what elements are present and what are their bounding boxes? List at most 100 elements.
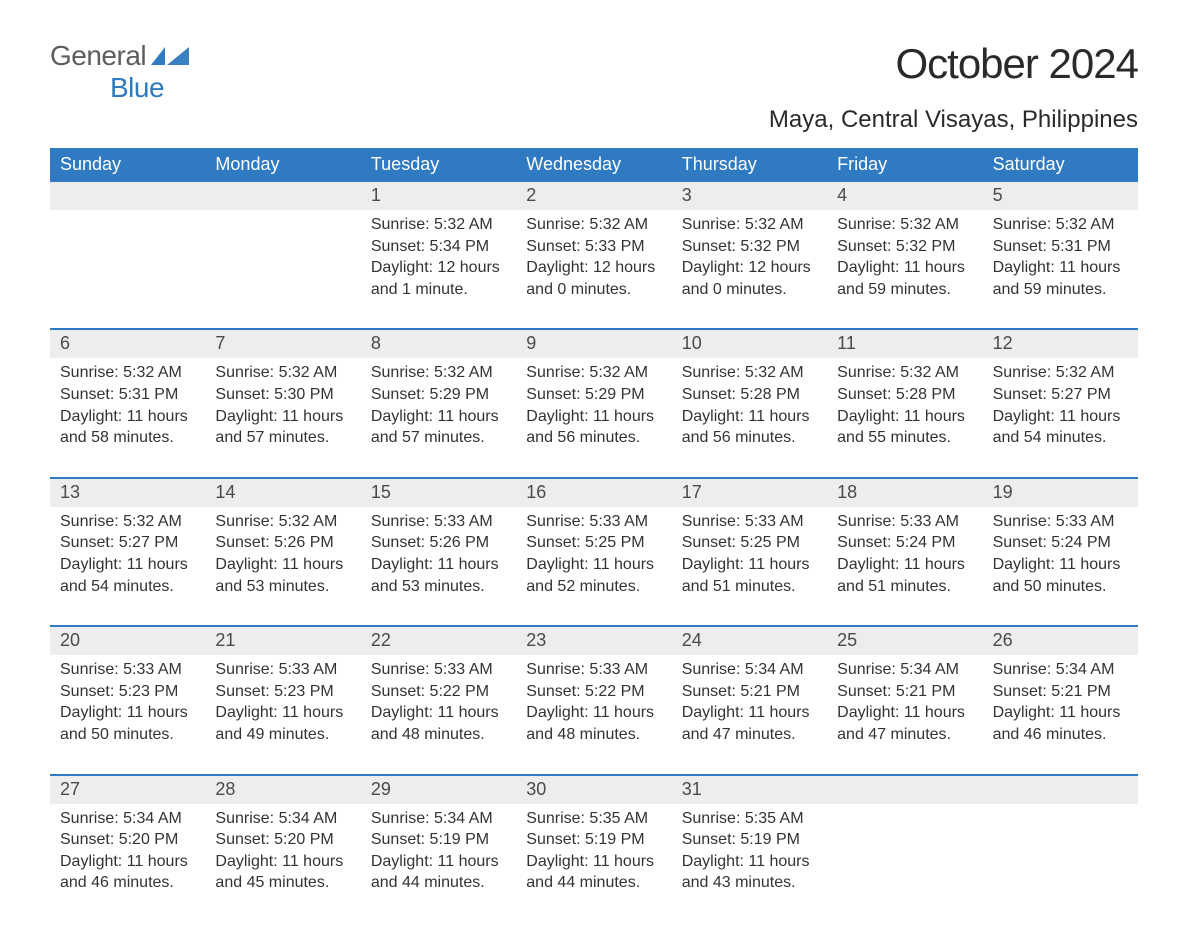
sunrise-text: Sunrise: 5:32 AM <box>993 214 1128 236</box>
day-cell: Sunrise: 5:32 AMSunset: 5:29 PMDaylight:… <box>361 358 516 448</box>
day-cell <box>983 804 1138 894</box>
day-number: 2 <box>516 182 671 210</box>
logo-text-blue: Blue <box>50 72 164 103</box>
day-body-row: Sunrise: 5:32 AMSunset: 5:27 PMDaylight:… <box>50 507 1138 625</box>
day-number: 13 <box>50 479 205 507</box>
sunset-text: Sunset: 5:24 PM <box>837 532 972 554</box>
day-number: 26 <box>983 627 1138 655</box>
day-cell: Sunrise: 5:33 AMSunset: 5:23 PMDaylight:… <box>205 655 360 745</box>
day-number-row: 2728293031 <box>50 776 1138 804</box>
day-number: 4 <box>827 182 982 210</box>
sunset-text: Sunset: 5:27 PM <box>993 384 1128 406</box>
sunset-text: Sunset: 5:28 PM <box>682 384 817 406</box>
daylight-text: Daylight: 11 hours and 43 minutes. <box>682 851 817 894</box>
sunset-text: Sunset: 5:20 PM <box>215 829 350 851</box>
day-cell: Sunrise: 5:32 AMSunset: 5:26 PMDaylight:… <box>205 507 360 597</box>
sunset-text: Sunset: 5:31 PM <box>993 236 1128 258</box>
day-cell: Sunrise: 5:34 AMSunset: 5:20 PMDaylight:… <box>50 804 205 894</box>
sunset-text: Sunset: 5:22 PM <box>526 681 661 703</box>
sunset-text: Sunset: 5:32 PM <box>837 236 972 258</box>
sunset-text: Sunset: 5:30 PM <box>215 384 350 406</box>
week-row: 20212223242526Sunrise: 5:33 AMSunset: 5:… <box>50 625 1138 773</box>
day-number: 20 <box>50 627 205 655</box>
weekday-header: Friday <box>827 148 982 182</box>
daylight-text: Daylight: 12 hours and 1 minute. <box>371 257 506 300</box>
sunrise-text: Sunrise: 5:33 AM <box>215 659 350 681</box>
header: General Blue October 2024 Maya, Central … <box>50 40 1138 134</box>
sunset-text: Sunset: 5:34 PM <box>371 236 506 258</box>
day-number: 25 <box>827 627 982 655</box>
day-cell: Sunrise: 5:32 AMSunset: 5:27 PMDaylight:… <box>50 507 205 597</box>
daylight-text: Daylight: 11 hours and 52 minutes. <box>526 554 661 597</box>
day-cell: Sunrise: 5:32 AMSunset: 5:28 PMDaylight:… <box>672 358 827 448</box>
day-number: 12 <box>983 330 1138 358</box>
title-block: October 2024 Maya, Central Visayas, Phil… <box>769 40 1138 134</box>
day-cell: Sunrise: 5:33 AMSunset: 5:25 PMDaylight:… <box>672 507 827 597</box>
day-number-row: 6789101112 <box>50 330 1138 358</box>
day-number: 15 <box>361 479 516 507</box>
day-number <box>50 182 205 210</box>
day-cell: Sunrise: 5:33 AMSunset: 5:22 PMDaylight:… <box>361 655 516 745</box>
sunrise-text: Sunrise: 5:32 AM <box>682 362 817 384</box>
day-cell: Sunrise: 5:32 AMSunset: 5:31 PMDaylight:… <box>983 210 1138 300</box>
daylight-text: Daylight: 11 hours and 57 minutes. <box>371 406 506 449</box>
sunset-text: Sunset: 5:19 PM <box>526 829 661 851</box>
daylight-text: Daylight: 11 hours and 55 minutes. <box>837 406 972 449</box>
sunrise-text: Sunrise: 5:34 AM <box>993 659 1128 681</box>
day-cell: Sunrise: 5:32 AMSunset: 5:29 PMDaylight:… <box>516 358 671 448</box>
day-number: 28 <box>205 776 360 804</box>
sunrise-text: Sunrise: 5:32 AM <box>371 362 506 384</box>
daylight-text: Daylight: 12 hours and 0 minutes. <box>682 257 817 300</box>
daylight-text: Daylight: 11 hours and 51 minutes. <box>837 554 972 597</box>
sunrise-text: Sunrise: 5:35 AM <box>526 808 661 830</box>
day-cell: Sunrise: 5:33 AMSunset: 5:25 PMDaylight:… <box>516 507 671 597</box>
day-number: 17 <box>672 479 827 507</box>
sunrise-text: Sunrise: 5:34 AM <box>837 659 972 681</box>
sunset-text: Sunset: 5:28 PM <box>837 384 972 406</box>
day-number <box>205 182 360 210</box>
daylight-text: Daylight: 11 hours and 47 minutes. <box>682 702 817 745</box>
daylight-text: Daylight: 11 hours and 48 minutes. <box>526 702 661 745</box>
sunrise-text: Sunrise: 5:34 AM <box>371 808 506 830</box>
day-cell: Sunrise: 5:32 AMSunset: 5:28 PMDaylight:… <box>827 358 982 448</box>
sunrise-text: Sunrise: 5:33 AM <box>837 511 972 533</box>
logo: General Blue <box>50 40 189 104</box>
sunset-text: Sunset: 5:29 PM <box>371 384 506 406</box>
daylight-text: Daylight: 11 hours and 51 minutes. <box>682 554 817 597</box>
week-row: 2728293031Sunrise: 5:34 AMSunset: 5:20 P… <box>50 774 1138 922</box>
day-cell: Sunrise: 5:34 AMSunset: 5:21 PMDaylight:… <box>672 655 827 745</box>
sunrise-text: Sunrise: 5:33 AM <box>993 511 1128 533</box>
day-number: 10 <box>672 330 827 358</box>
sunrise-text: Sunrise: 5:32 AM <box>837 214 972 236</box>
sunrise-text: Sunrise: 5:33 AM <box>371 659 506 681</box>
sunrise-text: Sunrise: 5:33 AM <box>371 511 506 533</box>
week-row: 13141516171819Sunrise: 5:32 AMSunset: 5:… <box>50 477 1138 625</box>
sunset-text: Sunset: 5:21 PM <box>682 681 817 703</box>
sunrise-text: Sunrise: 5:33 AM <box>682 511 817 533</box>
sunrise-text: Sunrise: 5:32 AM <box>993 362 1128 384</box>
day-number: 31 <box>672 776 827 804</box>
daylight-text: Daylight: 11 hours and 45 minutes. <box>215 851 350 894</box>
sunset-text: Sunset: 5:26 PM <box>215 532 350 554</box>
day-cell: Sunrise: 5:35 AMSunset: 5:19 PMDaylight:… <box>672 804 827 894</box>
day-cell: Sunrise: 5:33 AMSunset: 5:24 PMDaylight:… <box>983 507 1138 597</box>
daylight-text: Daylight: 11 hours and 53 minutes. <box>371 554 506 597</box>
day-number: 24 <box>672 627 827 655</box>
day-number: 9 <box>516 330 671 358</box>
sunrise-text: Sunrise: 5:32 AM <box>371 214 506 236</box>
sunrise-text: Sunrise: 5:32 AM <box>526 214 661 236</box>
weekday-header: Sunday <box>50 148 205 182</box>
daylight-text: Daylight: 11 hours and 58 minutes. <box>60 406 195 449</box>
sunrise-text: Sunrise: 5:35 AM <box>682 808 817 830</box>
weekday-header: Thursday <box>672 148 827 182</box>
daylight-text: Daylight: 11 hours and 54 minutes. <box>60 554 195 597</box>
day-number: 3 <box>672 182 827 210</box>
day-number: 30 <box>516 776 671 804</box>
day-body-row: Sunrise: 5:34 AMSunset: 5:20 PMDaylight:… <box>50 804 1138 922</box>
sunset-text: Sunset: 5:24 PM <box>993 532 1128 554</box>
day-cell: Sunrise: 5:33 AMSunset: 5:23 PMDaylight:… <box>50 655 205 745</box>
day-number: 27 <box>50 776 205 804</box>
sunset-text: Sunset: 5:20 PM <box>60 829 195 851</box>
sunset-text: Sunset: 5:32 PM <box>682 236 817 258</box>
weekday-header: Saturday <box>983 148 1138 182</box>
